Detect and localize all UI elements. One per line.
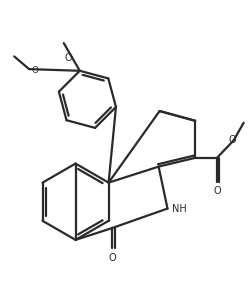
Text: O: O (32, 66, 39, 75)
Text: O: O (229, 135, 236, 145)
Text: O: O (213, 186, 221, 196)
Text: O: O (108, 253, 116, 263)
Text: O: O (64, 53, 72, 63)
Text: NH: NH (173, 204, 187, 214)
